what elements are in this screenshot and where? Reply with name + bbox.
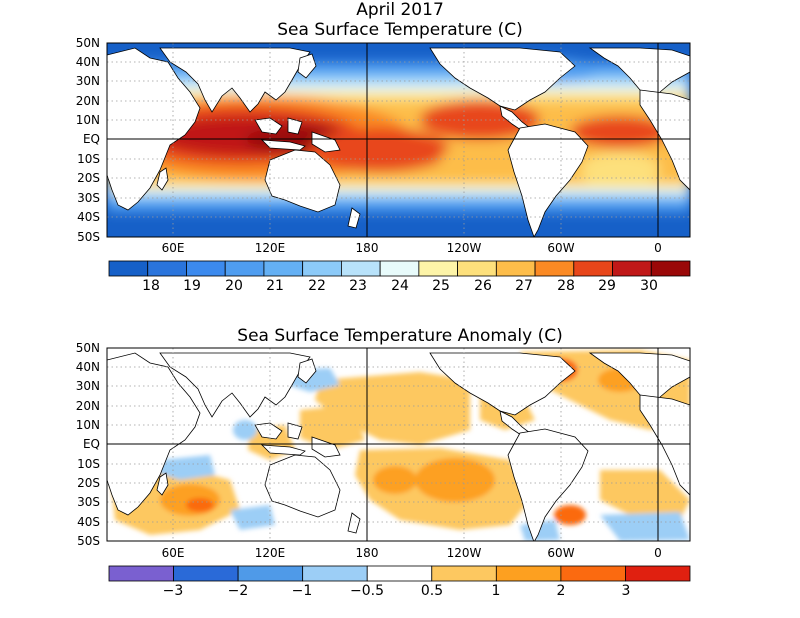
anomaly-lon-label: 180 (356, 546, 379, 560)
sst-colorbar-swatch (108, 260, 149, 277)
anomaly-gridlines (107, 348, 690, 541)
anomaly-colorbar-swatch (173, 565, 239, 582)
sst-lat-label: 50N (76, 36, 100, 50)
sst-lat-label: 20S (77, 171, 100, 185)
sst-lat-label: 40S (77, 210, 100, 224)
sst-lat-label: 10N (76, 113, 100, 127)
anomaly-colorbar-swatch (108, 565, 174, 582)
sst-colorbar-swatch (418, 260, 459, 277)
sst-colorbar-label: 25 (432, 278, 450, 294)
sst-map (107, 43, 690, 237)
sst-colorbar-swatch (263, 260, 304, 277)
anomaly-lat-label: 50S (77, 534, 100, 548)
sst-colorbar-label: 28 (557, 278, 575, 294)
sst-lon-label: 0 (654, 241, 662, 255)
anomaly-colorbar-label: −2 (228, 583, 249, 599)
sst-colorbar-swatch (573, 260, 613, 277)
sst-colorbar-swatch (612, 260, 652, 277)
sst-colorbar-label: 29 (598, 278, 616, 294)
sst-colorbar-label: 27 (515, 278, 533, 294)
sst-lat-label: 40N (76, 55, 100, 69)
sst-colorbar-swatch (495, 260, 536, 277)
anomaly-lat-label: 30N (76, 379, 100, 393)
anomaly-colorbar-swatch (431, 565, 497, 582)
sst-map-frame (106, 42, 691, 238)
sst-lat-label: 30S (77, 191, 100, 205)
anomaly-colorbar-label: 0.5 (421, 583, 443, 599)
sst-colorbar-label: 18 (142, 278, 160, 294)
anomaly-colorbar-swatch (560, 565, 626, 582)
sst-colorbar-swatch (534, 260, 575, 277)
anomaly-colorbar-swatch (625, 565, 691, 582)
sst-colorbar-label: 22 (308, 278, 326, 294)
anomaly-colorbar-label: 3 (622, 583, 631, 599)
sst-lat-label: 30N (76, 74, 100, 88)
anomaly-colorbar-swatch (302, 565, 368, 582)
sst-colorbar-swatch (302, 260, 342, 277)
bottom-title: Sea Surface Temperature Anomaly (C) (237, 326, 563, 346)
sst-colorbar-swatch (224, 260, 265, 277)
sst-colorbar-label: 19 (183, 278, 201, 294)
sst-colorbar-swatch (147, 260, 187, 277)
sst-colorbar-label: 26 (474, 278, 492, 294)
sst-colorbar-swatch (186, 260, 226, 277)
anomaly-colorbar-swatch (495, 565, 562, 582)
anomaly-colorbar-label: −3 (163, 583, 184, 599)
anomaly-colorbar-label: −0.5 (350, 583, 384, 599)
anomaly-lon-label: 120W (447, 546, 482, 560)
sst-lat-label: 10S (77, 152, 100, 166)
sst-colorbar-label: 24 (391, 278, 409, 294)
sst-lon-label: 60W (547, 241, 574, 255)
anomaly-lat-label: 40S (77, 515, 100, 529)
sst-lon-label: 120E (255, 241, 286, 255)
anomaly-lat-label: 20S (77, 476, 100, 490)
sst-lon-label: 120W (447, 241, 482, 255)
anomaly-lat-label: 30S (77, 495, 100, 509)
anomaly-lat-label: EQ (83, 437, 100, 451)
sst-lat-label: 20N (76, 94, 100, 108)
top-title-line2: Sea Surface Temperature (C) (277, 20, 523, 40)
anomaly-colorbar (108, 565, 691, 582)
sst-colorbar-swatch (650, 260, 691, 277)
sst-colorbar-label: 20 (225, 278, 243, 294)
anomaly-lat-label: 40N (76, 360, 100, 374)
sst-colorbar (108, 260, 691, 277)
anomaly-lon-label: 0 (654, 546, 662, 560)
anomaly-colorbar-swatch (366, 565, 433, 582)
sst-colorbar-swatch (340, 260, 381, 277)
anomaly-map (107, 348, 690, 541)
anomaly-lon-label: 60W (547, 546, 574, 560)
sst-colorbar-label: 30 (640, 278, 658, 294)
anomaly-lon-label: 60E (162, 546, 185, 560)
anomaly-lat-label: 50N (76, 341, 100, 355)
anomaly-colorbar-label: 1 (492, 583, 501, 599)
sst-lon-label: 60E (162, 241, 185, 255)
sst-colorbar-label: 21 (266, 278, 284, 294)
anomaly-lat-label: 10S (77, 457, 100, 471)
anomaly-lat-label: 20N (76, 399, 100, 413)
anomaly-colorbar-swatch (237, 565, 304, 582)
anomaly-lon-label: 120E (255, 546, 286, 560)
sst-lat-label: EQ (83, 132, 100, 146)
anomaly-colorbar-label: −1 (292, 583, 313, 599)
sst-colorbar-swatch (457, 260, 497, 277)
sst-lon-label: 180 (356, 241, 379, 255)
sst-lat-label: 50S (77, 230, 100, 244)
sst-colorbar-swatch (379, 260, 420, 277)
sst-colorbar-label: 23 (349, 278, 367, 294)
top-title-line1: April 2017 (356, 0, 444, 20)
anomaly-colorbar-label: 2 (557, 583, 566, 599)
anomaly-lat-label: 10N (76, 418, 100, 432)
anomaly-map-frame (106, 347, 691, 542)
sst-gridlines (107, 43, 690, 237)
